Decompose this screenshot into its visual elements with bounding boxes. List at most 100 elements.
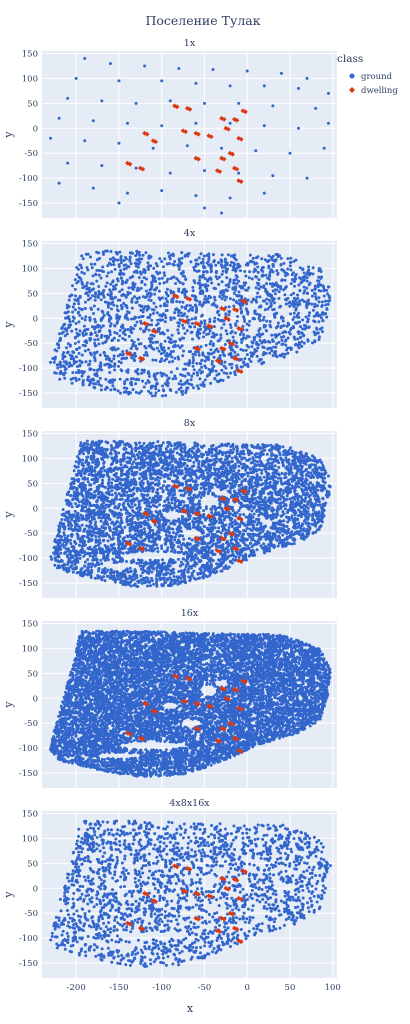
ground-point <box>230 524 234 528</box>
ground-point <box>129 482 133 486</box>
ground-point <box>243 319 247 323</box>
ground-point <box>273 488 277 492</box>
ground-point <box>288 497 292 501</box>
ground-point <box>99 388 103 392</box>
ground-point <box>264 290 268 294</box>
ground-point <box>276 321 280 325</box>
subplot-panels: -150-100-500501001501xy-150-100-50050100… <box>2 38 341 993</box>
ground-point <box>58 360 62 364</box>
ground-point <box>129 317 133 321</box>
ground-point <box>117 141 121 145</box>
ground-point <box>283 507 287 511</box>
ground-point <box>208 320 212 324</box>
ground-point <box>270 338 274 342</box>
ground-point <box>68 344 72 348</box>
ground-point <box>307 325 311 329</box>
ground-point <box>169 370 173 374</box>
ground-point <box>90 325 94 329</box>
ground-point <box>173 311 177 315</box>
ground-point <box>128 459 132 463</box>
y-tick-label: -50 <box>24 149 38 159</box>
ground-point <box>113 378 117 382</box>
ground-point <box>325 292 329 296</box>
ground-point <box>269 346 273 350</box>
ground-point <box>124 304 128 308</box>
ground-point <box>203 359 207 363</box>
ground-point <box>160 260 164 264</box>
ground-point <box>226 442 230 446</box>
ground-point <box>255 548 259 552</box>
ground-point <box>117 317 121 321</box>
ground-point <box>135 288 139 292</box>
ground-point <box>166 251 170 255</box>
ground-point <box>67 298 71 302</box>
ground-point <box>164 394 168 398</box>
ground-point <box>202 444 206 448</box>
ground-point <box>193 556 197 560</box>
ground-point <box>59 365 63 369</box>
ground-point <box>246 474 250 478</box>
ground-point <box>68 557 72 561</box>
ground-point <box>74 327 78 331</box>
ground-point <box>77 351 81 355</box>
ground-point <box>170 300 174 304</box>
ground-point <box>223 257 227 261</box>
ground-point <box>93 295 97 299</box>
ground-point <box>158 318 162 322</box>
ground-point <box>96 294 100 298</box>
ground-point <box>225 295 229 299</box>
ground-point <box>225 371 229 375</box>
ground-point <box>290 514 294 518</box>
ground-point <box>198 302 202 306</box>
ground-point <box>177 66 181 70</box>
ground-point <box>224 366 228 370</box>
ground-point <box>275 269 279 273</box>
ground-point <box>162 281 166 285</box>
ground-point <box>273 288 277 292</box>
ground-point <box>316 279 320 283</box>
dwelling-point <box>236 368 242 374</box>
ground-point <box>203 277 207 281</box>
ground-point <box>57 181 61 185</box>
ground-point <box>137 391 141 395</box>
ground-point <box>88 290 92 294</box>
ground-point <box>126 502 130 506</box>
ground-point <box>80 316 84 320</box>
ground-point <box>156 327 160 331</box>
ground-point <box>109 290 113 294</box>
ground-point <box>260 257 264 261</box>
ground-point <box>74 360 78 364</box>
ground-point <box>269 268 273 272</box>
ground-point <box>221 379 225 383</box>
ground-point <box>177 314 181 318</box>
ground-point <box>304 315 308 319</box>
ground-point <box>131 534 135 538</box>
ground-point <box>158 476 162 480</box>
ground-point <box>77 370 81 374</box>
plot-area <box>42 51 337 218</box>
ground-point <box>238 506 242 510</box>
ground-point <box>197 269 201 273</box>
ground-point <box>188 324 192 328</box>
ground-point <box>258 490 262 494</box>
ground-point <box>320 275 324 279</box>
ground-point <box>225 276 229 280</box>
ground-point <box>299 325 303 329</box>
ground-point <box>66 96 70 100</box>
ground-point <box>73 294 77 298</box>
ground-point <box>278 353 282 357</box>
ground-point <box>130 447 134 451</box>
ground-point <box>192 368 196 372</box>
ground-point <box>71 310 75 314</box>
ground-point <box>96 569 100 573</box>
ground-point <box>119 516 123 520</box>
ground-point <box>147 548 151 552</box>
ground-point <box>217 444 221 448</box>
ground-point <box>163 499 167 503</box>
ground-point <box>277 340 281 344</box>
ground-point <box>294 342 298 346</box>
ground-point <box>268 320 272 324</box>
ground-point <box>293 516 297 520</box>
ground-point <box>174 390 178 394</box>
